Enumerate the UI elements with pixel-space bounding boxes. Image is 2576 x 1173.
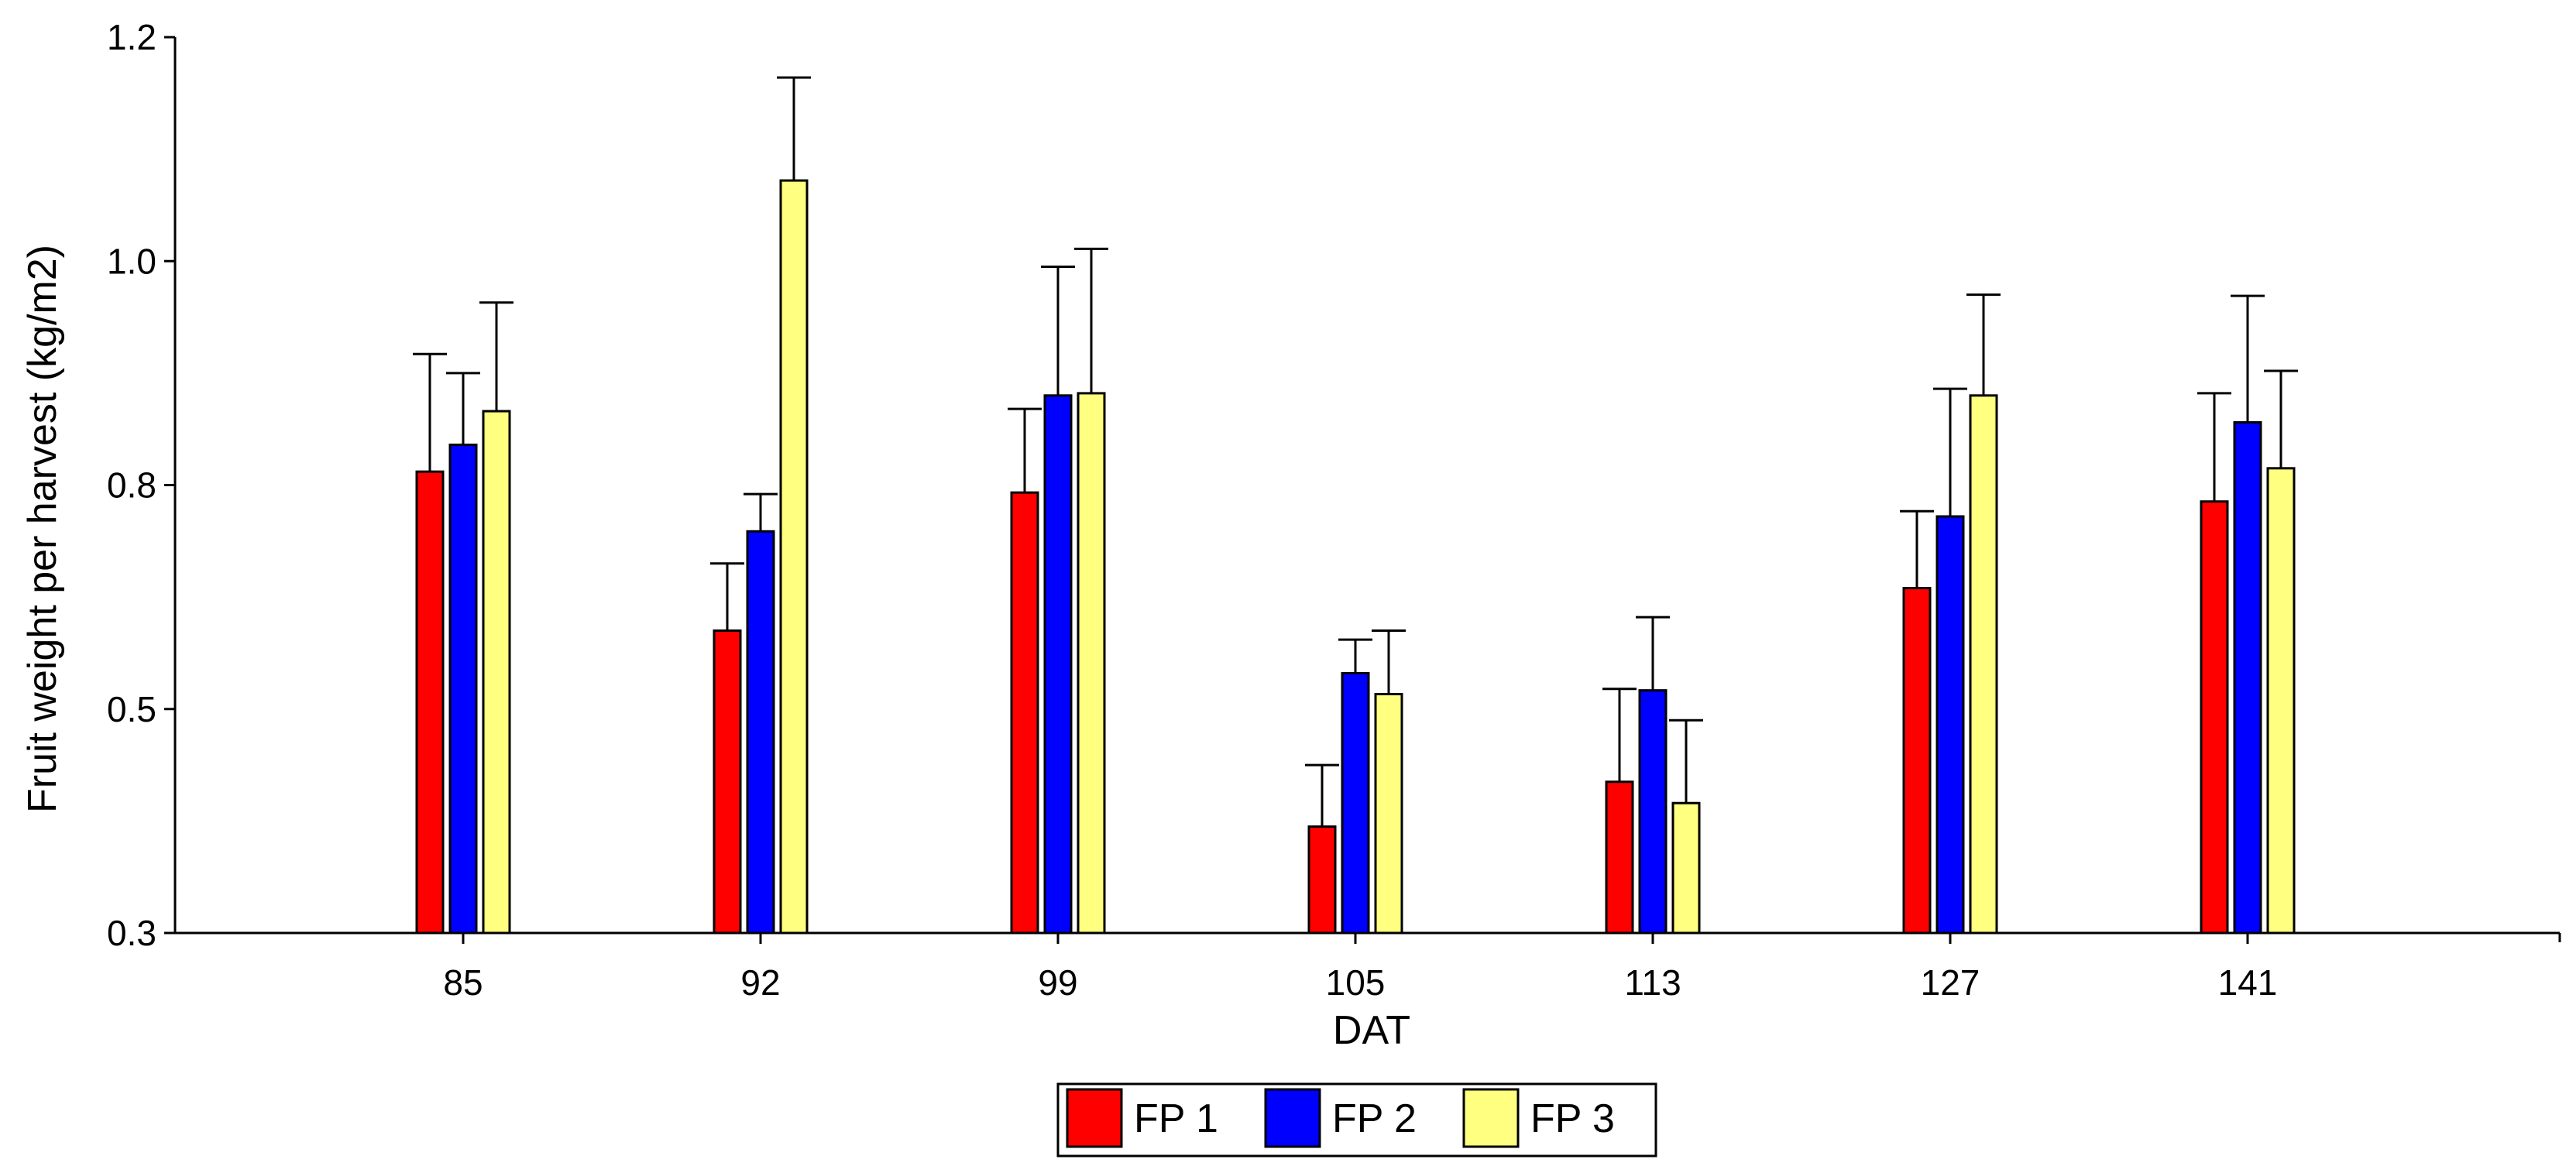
- legend-swatch-fp1: [1066, 1088, 1123, 1148]
- bar-fp3-99: [1077, 392, 1106, 935]
- bar-fp2-127: [1935, 515, 1965, 935]
- y-tick-label: 0.5: [107, 689, 156, 729]
- bar-fp1-113: [1605, 780, 1634, 935]
- bar-fp1-85: [415, 470, 445, 935]
- y-tick-label: 0.8: [107, 465, 156, 506]
- bar-fp2-141: [2233, 421, 2262, 935]
- y-tick-label: 0.3: [107, 913, 156, 953]
- legend-label-fp1: FP 1: [1134, 1096, 1218, 1141]
- x-tick-label: 105: [1326, 962, 1386, 1003]
- bar-fp1-105: [1307, 825, 1337, 935]
- x-axis-title: DAT: [1333, 1008, 1410, 1053]
- x-tick-label: 141: [2218, 962, 2278, 1003]
- x-tick-label: 92: [740, 962, 780, 1003]
- bar-fp1-92: [713, 629, 742, 935]
- bar-fp2-113: [1638, 689, 1668, 935]
- bar-fp2-105: [1341, 671, 1370, 935]
- legend-swatch-fp3: [1462, 1088, 1520, 1148]
- x-tick-label: 99: [1038, 962, 1077, 1003]
- bar-fp3-141: [2266, 467, 2296, 935]
- bar-fp3-105: [1374, 692, 1403, 935]
- legend-swatch-fp2: [1264, 1088, 1321, 1148]
- bars-layer: [413, 76, 2298, 935]
- bar-fp3-85: [482, 410, 511, 935]
- bar-fp1-127: [1902, 587, 1932, 935]
- y-tick-label: 1.2: [107, 17, 156, 57]
- bar-fp3-127: [1969, 394, 1998, 935]
- legend: FP 1 FP 2 FP 3: [1056, 1082, 1657, 1158]
- legend-label-fp2: FP 2: [1332, 1096, 1417, 1141]
- bar-fp3-92: [779, 179, 809, 935]
- legend-frame: [1056, 1082, 1657, 1158]
- bar-fp2-99: [1043, 394, 1073, 935]
- x-tick-label: 127: [1921, 962, 1980, 1003]
- bar-fp1-141: [2200, 500, 2229, 935]
- y-tick-label: 1.0: [107, 241, 156, 281]
- x-tick-label: 113: [1624, 962, 1681, 1003]
- bar-fp2-92: [746, 530, 775, 935]
- axes-layer: 0.3 0.5 0.8 1.0 1.2 85 92 99 105 113 127 141: [107, 17, 2561, 1003]
- bar-fp3-113: [1671, 801, 1701, 935]
- bar-fp2-85: [448, 443, 478, 935]
- legend-label-fp3: FP 3: [1530, 1096, 1615, 1141]
- y-axis-title: Fruit weight per harvest (kg/m2): [20, 245, 65, 813]
- x-tick-label: 85: [443, 962, 483, 1003]
- bar-fp1-99: [1010, 491, 1039, 935]
